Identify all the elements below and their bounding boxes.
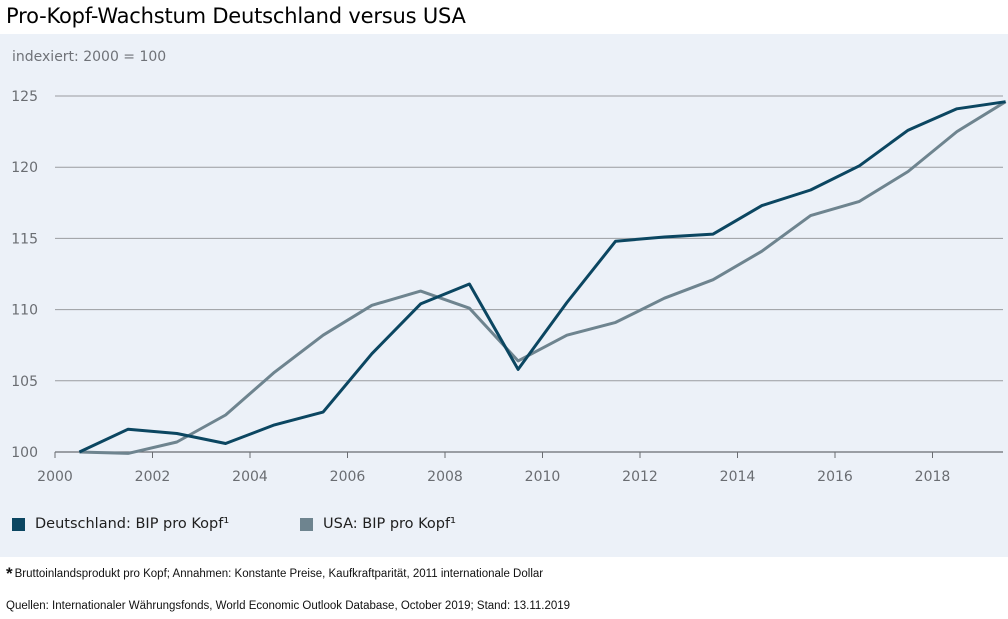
footnote: * Bruttoinlandsprodukt pro Kopf; Annahmen…	[6, 564, 543, 584]
source-note: Quellen: Internationaler Währungsfonds, …	[6, 600, 571, 612]
x-tick-label: 2008	[427, 469, 463, 485]
legend-label-usa: USA: BIP pro Kopf¹	[323, 516, 456, 532]
footnote-marker: *	[6, 564, 13, 583]
x-tick-label: 2002	[135, 469, 171, 485]
x-tick-label: 2010	[525, 469, 561, 485]
y-tick-label: 105	[11, 374, 38, 390]
x-tick-label: 2000	[37, 469, 73, 485]
x-tick-label: 2018	[915, 469, 951, 485]
x-tick-label: 2006	[330, 469, 366, 485]
legend-item-germany: Deutschland: BIP pro Kopf¹	[12, 516, 229, 532]
y-tick-label: 125	[11, 89, 38, 105]
series-line-germany	[78, 100, 1006, 454]
x-tick-label: 2016	[817, 469, 853, 485]
chart-panel	[0, 34, 1008, 557]
index-note: indexiert: 2000 = 100	[12, 49, 167, 65]
y-tick-label: 110	[11, 303, 38, 319]
series-line-usa	[79, 100, 1007, 455]
x-tick-label: 2004	[232, 469, 268, 485]
y-tick-label: 120	[11, 160, 38, 176]
x-tick-label: 2012	[622, 469, 658, 485]
legend-label-germany: Deutschland: BIP pro Kopf¹	[35, 516, 230, 532]
legend-swatch-usa	[300, 517, 313, 531]
x-tick-label: 2014	[720, 469, 756, 485]
chart-title: Pro-Kopf-Wachstum Deutschland versus USA	[6, 4, 466, 28]
legend-item-usa: USA: BIP pro Kopf¹	[300, 516, 456, 532]
y-tick-label: 115	[11, 231, 38, 247]
legend-swatch-germany	[12, 517, 25, 531]
y-tick-label: 100	[11, 445, 38, 461]
footnote-text: Bruttoinlandsprodukt pro Kopf; Annahmen:…	[14, 568, 544, 580]
